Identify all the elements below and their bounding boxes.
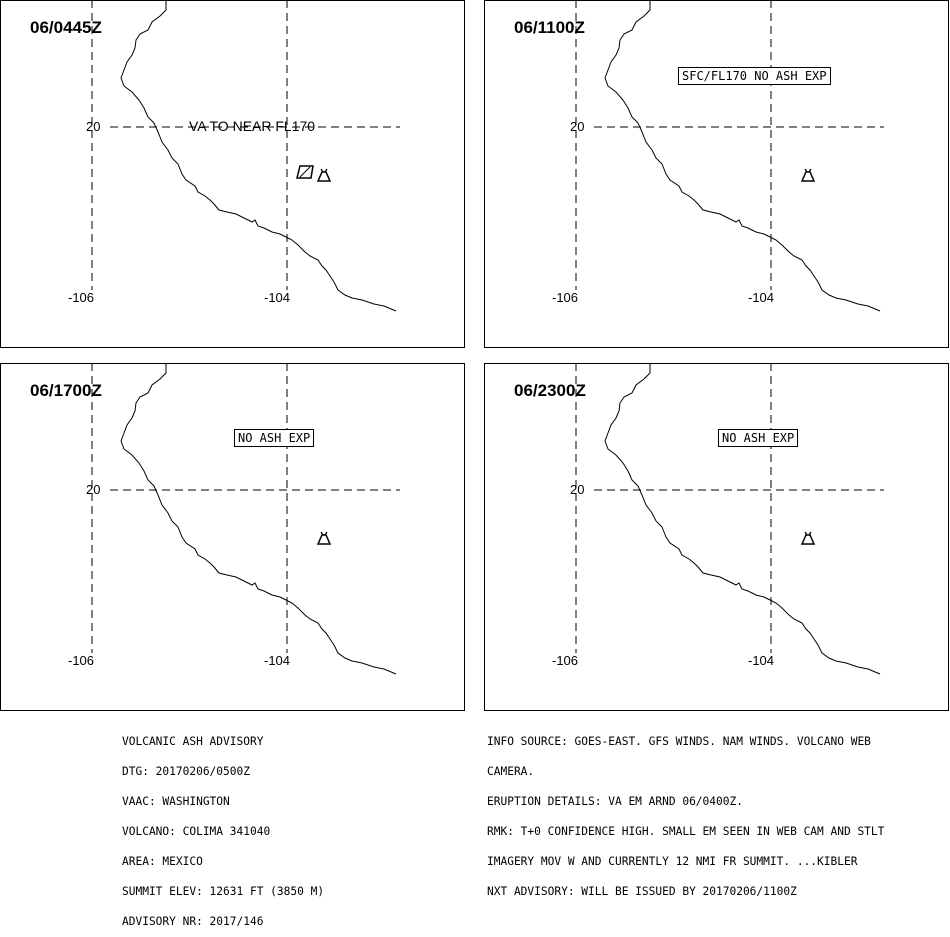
advisory-line: NXT ADVISORY: WILL BE ISSUED BY 20170206…	[487, 885, 797, 898]
advisory-line: IMAGERY MOV W AND CURRENTLY 12 NMI FR SU…	[487, 855, 858, 868]
map-panel-1: ˇ 06/0445Z 20 -106 -104 VA TO NEAR FL170	[0, 0, 465, 348]
map-panel-3: 06/1700Z 20 -106 -104 NO ASH EXP	[0, 363, 465, 711]
longitude-label-east: -104	[748, 290, 775, 305]
svg-text:ˇ: ˇ	[168, 0, 171, 7]
map-frame	[484, 0, 949, 348]
map-panel-2: 06/1100Z 20 -106 -104 SFC/FL170 NO ASH E…	[484, 0, 949, 348]
ash-label: NO ASH EXP	[234, 429, 315, 447]
advisory-details-text: INFO SOURCE: GOES-EAST. GFS WINDS. NAM W…	[487, 717, 884, 907]
longitude-label-west: -106	[68, 653, 95, 668]
advisory-line: AREA: MEXICO	[122, 855, 203, 868]
panel-time: 06/1100Z	[514, 18, 585, 37]
volcano-icon	[316, 168, 332, 182]
advisory-line: RMK: T+0 CONFIDENCE HIGH. SMALL EM SEEN …	[487, 825, 885, 838]
latitude-label: 20	[86, 482, 101, 497]
advisory-line: SUMMIT ELEV: 12631 FT (3850 M)	[122, 885, 325, 898]
map-frame	[484, 363, 949, 711]
advisory-line: ERUPTION DETAILS: VA EM ARND 06/0400Z.	[487, 795, 743, 808]
longitude-label-east: -104	[264, 653, 291, 668]
volcano-icon	[316, 531, 332, 545]
advisory-line: ADVISORY NR: 2017/146	[122, 915, 264, 928]
panel-time: 06/2300Z	[514, 381, 586, 400]
advisory-line: CAMERA.	[487, 765, 535, 778]
map-frame	[0, 363, 465, 711]
ash-label: NO ASH EXP	[718, 429, 799, 447]
volcano-icon	[800, 531, 816, 545]
panel-time: 06/0445Z	[30, 18, 102, 37]
coastline	[604, 363, 881, 675]
longitude-label-west: -106	[552, 653, 579, 668]
advisory-line: VOLCANO: COLIMA 341040	[122, 825, 271, 838]
latitude-label: 20	[570, 482, 585, 497]
volcano-icon	[800, 168, 816, 182]
advisory-line: VAAC: WASHINGTON	[122, 795, 230, 808]
panel-time: 06/1700Z	[30, 381, 102, 400]
ash-cloud-polygon	[296, 165, 314, 179]
map-frame: ˇ	[0, 0, 465, 348]
latitude-label: 20	[86, 119, 101, 134]
ash-label: SFC/FL170 NO ASH EXP	[678, 67, 831, 85]
advisory-line: INFO SOURCE: GOES-EAST. GFS WINDS. NAM W…	[487, 735, 871, 748]
coastline	[120, 363, 397, 675]
coastline	[120, 0, 397, 312]
advisory-line: DTG: 20170206/0500Z	[122, 765, 250, 778]
advisory-line: VOLCANIC ASH ADVISORY	[122, 735, 264, 748]
coastline	[604, 0, 881, 312]
ash-label: VA TO NEAR FL170	[189, 118, 316, 134]
map-panel-4: 06/2300Z 20 -106 -104 NO ASH EXP	[484, 363, 949, 711]
longitude-label-east: -104	[748, 653, 775, 668]
advisory-header-text: VOLCANIC ASH ADVISORY DTG: 20170206/0500…	[122, 717, 324, 937]
longitude-label-west: -106	[552, 290, 579, 305]
longitude-label-east: -104	[264, 290, 291, 305]
latitude-label: 20	[570, 119, 585, 134]
longitude-label-west: -106	[68, 290, 95, 305]
